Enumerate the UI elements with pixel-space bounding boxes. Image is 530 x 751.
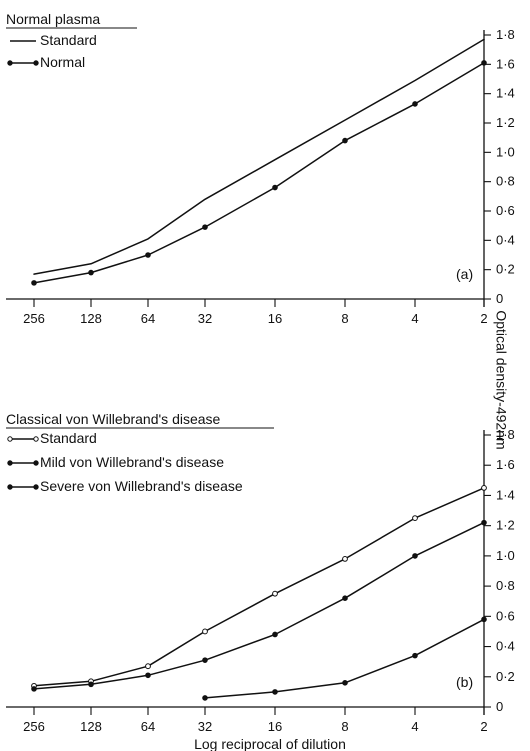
panel-a-normal-plasma: Normal plasma Standard Normal 256 128 64 32 1… (6, 11, 515, 326)
legend-marker (7, 460, 13, 466)
y-tick-label: 0·6 (496, 203, 515, 218)
data-point (272, 184, 278, 191)
data-point (342, 556, 348, 562)
data-point (202, 695, 208, 701)
legend-marker (33, 484, 39, 490)
y-tick-label: 1·6 (496, 457, 515, 472)
x-tick-label: 32 (198, 311, 212, 326)
series-line (33, 62, 485, 284)
y-tick-label: 1·2 (496, 518, 515, 533)
x-tick-label: 128 (80, 311, 102, 326)
data-point (145, 672, 151, 679)
data-point (145, 663, 151, 670)
legend-marker (33, 436, 39, 442)
x-axis-label: Log reciprocal of dilution (194, 736, 346, 751)
legend-marker (7, 484, 13, 490)
panel-label: (b) (456, 674, 473, 690)
x-tick-label: 2 (480, 719, 487, 734)
legend-label: Standard (40, 430, 97, 446)
panel-b-plot: 256 128 64 32 16 8 4 20 0·2 0·4 0·6 0·8 1·0 1·2 1·4 1·6… (6, 427, 515, 734)
panel-b-title: Classical von Willebrand's disease (6, 411, 221, 427)
legend-label: Mild von Willebrand's disease (40, 454, 224, 470)
data-point (31, 280, 37, 286)
data-point (202, 657, 208, 663)
x-tick-label: 64 (141, 719, 155, 734)
y-tick-label: 0·4 (496, 232, 515, 247)
legend-marker (33, 460, 39, 466)
panel-b-von-willebrand: Classical von Willebrand's disease Stand… (6, 411, 515, 734)
y-tick-label: 1·0 (496, 144, 515, 159)
data-point (202, 628, 208, 635)
data-point (272, 631, 278, 638)
legend-label: Standard (40, 32, 97, 48)
data-point (31, 686, 37, 692)
data-point (342, 595, 348, 602)
series-line (33, 521, 485, 690)
y-tick-label: 1·8 (496, 427, 515, 442)
data-point (481, 60, 487, 66)
data-point (145, 252, 151, 258)
y-tick-label: 0·8 (496, 578, 515, 593)
legend-marker (33, 60, 39, 66)
y-tick-label: 1·8 (496, 27, 515, 42)
panel-label: (a) (456, 266, 473, 282)
legend-marker (7, 436, 13, 442)
data-point (481, 519, 487, 526)
y-tick-label: 0·8 (496, 174, 515, 189)
legend-marker (7, 60, 13, 66)
series-line (33, 487, 485, 687)
x-tick-label: 4 (411, 311, 418, 326)
data-point (412, 515, 418, 522)
x-tick-label: 8 (341, 719, 348, 734)
y-tick-label: 0·2 (496, 262, 515, 277)
x-tick-label: 16 (268, 719, 282, 734)
x-tick-label: 256 (23, 311, 45, 326)
data-point (272, 689, 278, 695)
data-point (412, 101, 418, 107)
x-tick-label: 32 (198, 719, 212, 734)
x-tick-label: 4 (411, 719, 418, 734)
panel-a-legend: Standard Normal (7, 32, 97, 70)
y-tick-label: 1·4 (496, 487, 515, 502)
x-tick-label: 8 (341, 311, 348, 326)
panel-a-plot: 256 128 64 32 16 8 4 20 0·2 0·4 0·6 0·8 1·0 1·2 1·4 1·6… (6, 27, 515, 326)
data-point (342, 680, 348, 686)
data-point (412, 652, 418, 659)
x-tick-label: 128 (80, 719, 102, 734)
panel-a-title: Normal plasma (6, 11, 100, 27)
panel-b-legend: Standard Mild von Willebrand's disease Sev… (7, 430, 243, 494)
x-tick-label: 2 (480, 311, 487, 326)
data-point (88, 269, 94, 276)
x-tick-label: 16 (268, 311, 282, 326)
x-tick-label: 64 (141, 311, 155, 326)
data-point (88, 681, 94, 688)
legend-label: Severe von Willebrand's disease (40, 478, 243, 494)
y-tick-label: 0 (496, 699, 503, 714)
y-tick-label: 0·6 (496, 608, 515, 623)
y-tick-label: 1·4 (496, 86, 515, 101)
data-point (342, 137, 348, 144)
y-tick-label: 1·0 (496, 548, 515, 563)
data-point (412, 553, 418, 559)
y-tick-label: 0 (496, 291, 503, 306)
y-tick-label: 0·2 (496, 669, 515, 684)
y-tick-label: 1·2 (496, 115, 515, 130)
shared-y-axis-label: Optical density-492nm (493, 310, 509, 449)
data-point (481, 616, 487, 623)
series-line (204, 618, 485, 699)
series-line (33, 38, 485, 275)
y-tick-label: 1·6 (496, 56, 515, 71)
data-point (202, 224, 208, 230)
data-point (481, 484, 487, 491)
y-tick-label: 0·4 (496, 639, 515, 654)
x-tick-label: 256 (23, 719, 45, 734)
data-point (272, 590, 278, 597)
legend-label: Normal (40, 54, 85, 70)
